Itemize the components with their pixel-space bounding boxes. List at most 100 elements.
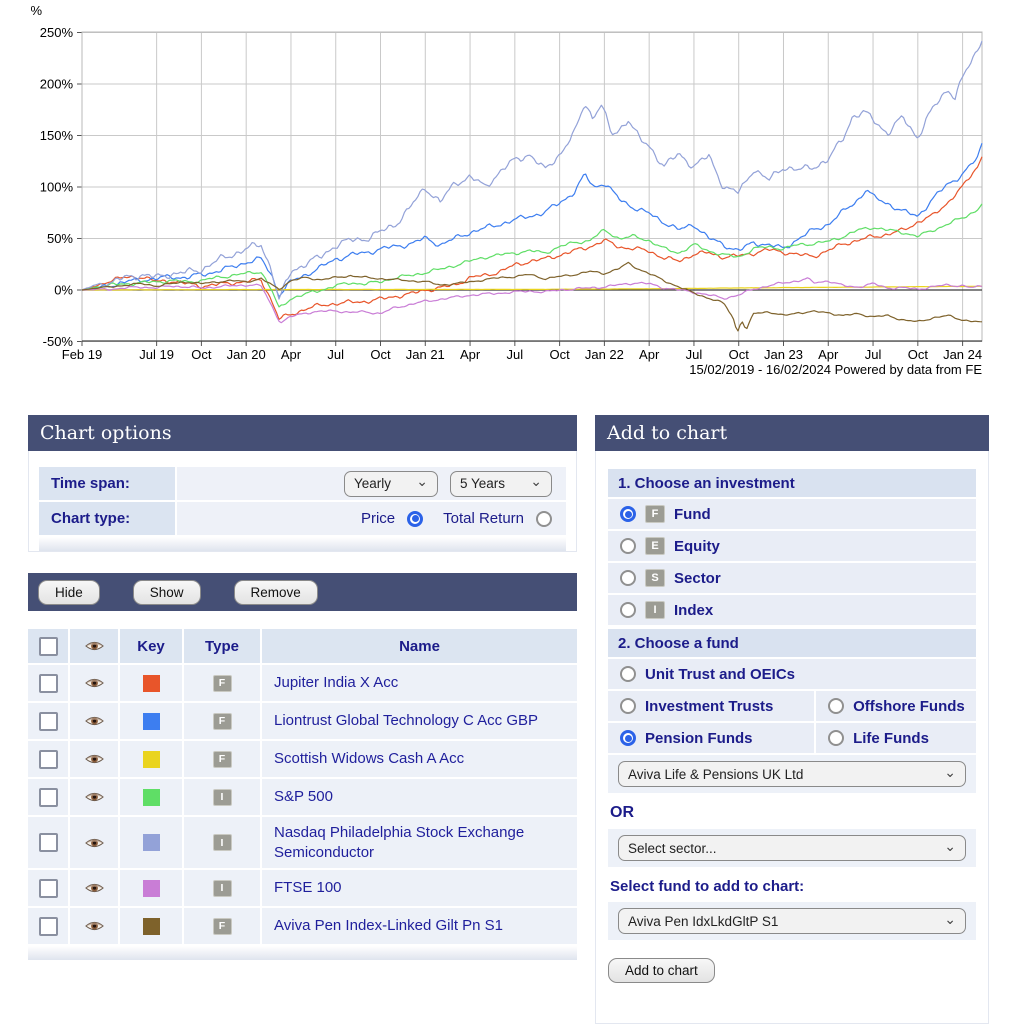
name-cell: FTSE 100	[262, 870, 577, 906]
name-cell: Scottish Widows Cash A Acc	[262, 741, 577, 777]
sector-select-row: Select sector... ⌄	[608, 829, 976, 867]
checkbox-cell	[28, 908, 68, 944]
fund-select-value: Aviva Pen IdxLkdGltP S1	[628, 913, 779, 929]
fund-name[interactable]: FTSE 100	[274, 879, 342, 897]
svg-text:Oct: Oct	[908, 347, 929, 362]
type-badge: I	[212, 788, 232, 806]
key-swatch	[142, 917, 160, 935]
svg-text:Oct: Oct	[191, 347, 212, 362]
radio-pension-funds[interactable]	[620, 730, 636, 746]
radio-investment-trusts[interactable]	[620, 698, 636, 714]
row-checkbox[interactable]	[38, 787, 58, 807]
checkbox-cell	[28, 870, 68, 906]
fund-select[interactable]: Aviva Pen IdxLkdGltP S1 ⌄	[618, 908, 966, 934]
fund-name[interactable]: Jupiter India X Acc	[274, 674, 399, 692]
checkbox-cell	[28, 779, 68, 815]
select-all-checkbox[interactable]	[38, 636, 58, 656]
sector-select-value: Select sector...	[628, 840, 717, 856]
svg-text:Apr: Apr	[281, 347, 302, 362]
key-header: Key	[120, 629, 182, 663]
type-cell: F	[184, 908, 260, 944]
row-checkbox[interactable]	[38, 711, 58, 731]
eye-cell	[70, 741, 118, 777]
row-checkbox[interactable]	[38, 878, 58, 898]
eye-icon	[84, 640, 104, 652]
fund-options: Unit Trust and OEICs Investment Trusts Off…	[608, 659, 976, 753]
type-cell: I	[184, 779, 260, 815]
option-label: Investment Trusts	[645, 697, 774, 715]
type-cell: F	[184, 703, 260, 739]
add-to-chart-title: Add to chart	[607, 422, 728, 444]
key-swatch	[142, 788, 160, 806]
table-row: F Scottish Widows Cash A Acc	[28, 741, 577, 777]
fund-option-row: Pension Funds Life Funds	[608, 723, 976, 753]
fund-table: Key Type Name F Jupiter India X Acc F Liont…	[28, 629, 577, 960]
fund-name[interactable]: Nasdaq Philadelphia Stock Exchange Semic…	[274, 824, 525, 861]
checkbox-cell	[28, 703, 68, 739]
fund-option: Investment Trusts	[608, 691, 815, 721]
option-label: Unit Trust and OEICs	[645, 665, 796, 683]
row-checkbox[interactable]	[38, 749, 58, 769]
eye-icon[interactable]	[84, 837, 104, 849]
fund-name[interactable]: Liontrust Global Technology C Acc GBP	[274, 712, 539, 730]
radio-life-funds[interactable]	[828, 730, 845, 746]
svg-text:Jul: Jul	[327, 347, 344, 362]
type-cell: F	[184, 741, 260, 777]
radio-index[interactable]	[620, 602, 636, 618]
eye-icon[interactable]	[84, 791, 104, 803]
fund-option: Unit Trust and OEICs	[608, 659, 976, 689]
add-to-chart-body: 1. Choose an investment F Fund E Equity S Sec…	[595, 451, 989, 1024]
fund-select-row: Aviva Pen IdxLkdGltP S1 ⌄	[608, 902, 976, 940]
eye-icon[interactable]	[84, 920, 104, 932]
add-to-chart-button[interactable]: Add to chart	[608, 958, 715, 983]
total-return-radio[interactable]	[536, 510, 552, 527]
key-cell	[120, 817, 182, 868]
chart-type-label: Chart type:	[39, 502, 175, 535]
provider-select[interactable]: Aviva Life & Pensions UK Ltd ⌄	[618, 761, 966, 787]
choose-fund-header: 2. Choose a fund	[608, 629, 976, 657]
show-button[interactable]: Show	[132, 579, 201, 605]
hide-button[interactable]: Hide	[38, 579, 100, 605]
eye-cell	[70, 779, 118, 815]
fund-table-header: Key Type Name	[28, 629, 577, 663]
eye-icon[interactable]	[84, 882, 104, 894]
row-checkbox[interactable]	[38, 833, 58, 852]
key-swatch	[142, 712, 160, 730]
svg-text:Apr: Apr	[639, 347, 660, 362]
select-fund-label: Select fund to add to chart:	[610, 878, 805, 895]
type-badge: F	[212, 750, 232, 768]
table-row: F Aviva Pen Index-Linked Gilt Pn S1	[28, 908, 577, 944]
sector-select[interactable]: Select sector... ⌄	[618, 835, 966, 861]
svg-text:Jul: Jul	[507, 347, 524, 362]
frequency-select[interactable]: Yearly ⌄	[344, 470, 438, 497]
row-checkbox[interactable]	[38, 673, 58, 693]
svg-text:15/02/2019 - 16/02/2024 Powere: 15/02/2019 - 16/02/2024 Powered by data …	[689, 362, 982, 377]
price-radio[interactable]	[407, 510, 424, 527]
fund-name[interactable]: Aviva Pen Index-Linked Gilt Pn S1	[274, 917, 504, 935]
name-cell: S&P 500	[262, 779, 577, 815]
eye-icon[interactable]	[84, 715, 104, 727]
name-cell: Liontrust Global Technology C Acc GBP	[262, 703, 577, 739]
row-checkbox[interactable]	[38, 916, 58, 936]
eye-icon[interactable]	[84, 677, 104, 689]
time-span-select[interactable]: 5 Years ⌄	[450, 470, 552, 497]
fund-name[interactable]: Scottish Widows Cash A Acc	[274, 750, 465, 768]
eye-icon[interactable]	[84, 753, 104, 765]
table-row: I FTSE 100	[28, 870, 577, 906]
chart-options-title: Chart options	[40, 422, 172, 444]
remove-button[interactable]: Remove	[233, 579, 318, 605]
fund-name[interactable]: S&P 500	[274, 788, 333, 806]
radio-offshore-funds[interactable]	[828, 698, 845, 714]
type-cell: I	[184, 817, 260, 868]
radio-equity[interactable]	[620, 538, 636, 554]
svg-text:Oct: Oct	[370, 347, 391, 362]
name-header: Name	[262, 629, 577, 663]
radio-sector[interactable]	[620, 570, 636, 586]
radio-fund[interactable]	[620, 506, 636, 522]
svg-text:100%: 100%	[40, 180, 74, 195]
add-to-chart-header: Add to chart	[595, 415, 989, 451]
price-label: Price	[360, 510, 396, 527]
radio-unit-trust-and-oeics[interactable]	[620, 666, 636, 682]
time-span-select-value: 5 Years	[460, 476, 506, 491]
fund-option: Pension Funds	[608, 723, 815, 753]
